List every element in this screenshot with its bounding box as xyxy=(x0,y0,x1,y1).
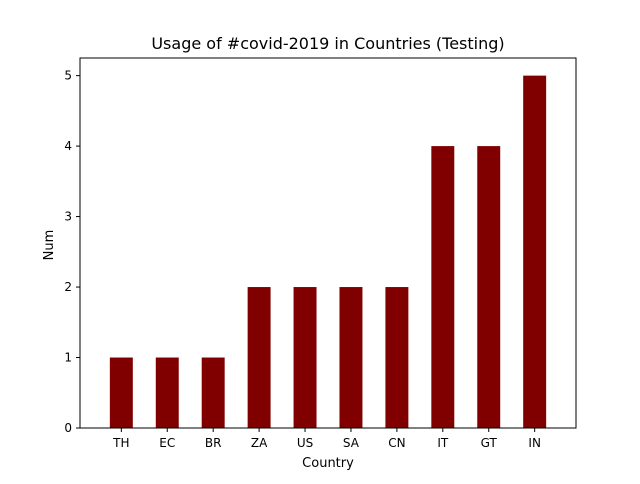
bar-it xyxy=(431,146,455,428)
y-tick-label: 2 xyxy=(64,280,72,294)
axes-frame xyxy=(79,57,577,429)
x-tick-label-in: IN xyxy=(528,436,541,450)
bar-us xyxy=(293,287,317,428)
x-tick-label-it: IT xyxy=(437,436,449,450)
y-axis-label: Num xyxy=(42,230,57,261)
y-tick-label: 3 xyxy=(64,210,72,224)
x-axis-label: Country xyxy=(302,456,354,471)
x-tick-label-sa: SA xyxy=(343,436,360,450)
y-tick-label: 4 xyxy=(64,139,72,153)
bar-gt xyxy=(477,146,501,428)
bar-in xyxy=(523,75,547,429)
chart-title: Usage of #covid-2019 in Countries (Testi… xyxy=(151,34,504,53)
x-tick-label-ec: EC xyxy=(159,436,175,450)
x-tick-label-br: BR xyxy=(205,436,222,450)
plot-area: TH EC BR ZA US SA CN IT GT IN 0 1 2 3 4 5 xyxy=(64,57,577,450)
bar-th xyxy=(109,357,133,428)
x-tick-label-cn: CN xyxy=(388,436,405,450)
y-tick-label: 0 xyxy=(64,421,72,435)
y-tick-label: 5 xyxy=(64,69,72,83)
y-tick-label: 1 xyxy=(64,351,72,365)
bar-br xyxy=(201,357,225,428)
x-tick-label-th: TH xyxy=(112,436,129,450)
x-tick-label-za: ZA xyxy=(251,436,268,450)
bar-sa xyxy=(339,287,363,428)
bar-ec xyxy=(155,357,179,428)
x-tick-label-gt: GT xyxy=(481,436,498,450)
bar-za xyxy=(247,287,271,428)
x-tick-label-us: US xyxy=(297,436,313,450)
bar-cn xyxy=(385,287,409,428)
